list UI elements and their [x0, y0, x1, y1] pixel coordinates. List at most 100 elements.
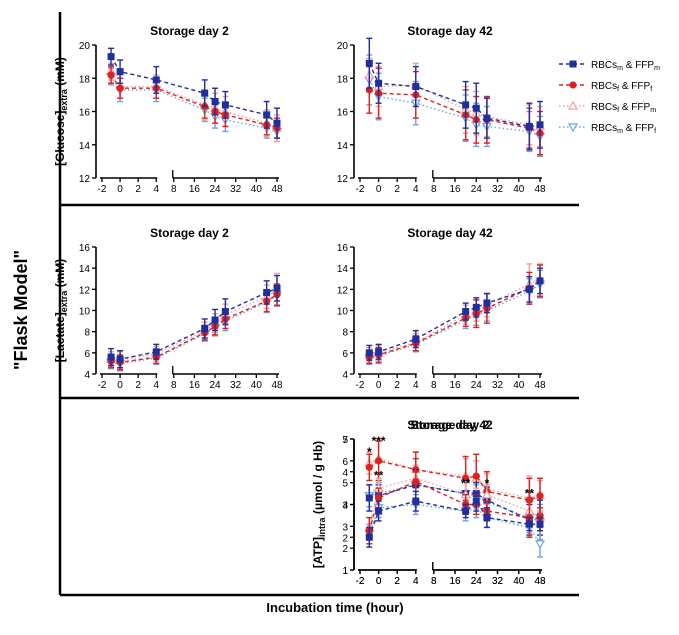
x-tick-label: -2 — [356, 380, 365, 391]
x-axis-label: Incubation time (hour) — [266, 600, 403, 615]
x-tick-label: 32 — [492, 576, 504, 587]
x-tick-label: 8 — [171, 380, 177, 391]
series-line — [368, 500, 540, 538]
series-line — [110, 74, 278, 129]
x-tick-label: -2 — [356, 576, 365, 587]
series-line — [368, 503, 541, 545]
data-point — [472, 472, 480, 480]
legend-entry-3: RBCsm & FFPf — [559, 123, 656, 135]
x-tick-label: 48 — [534, 576, 546, 587]
series-line — [369, 283, 541, 359]
significance-mark: * — [367, 445, 372, 459]
x-tick-label: 24 — [209, 184, 221, 195]
data-point — [375, 79, 383, 87]
x-tick-label: -2 — [98, 184, 107, 195]
y-tick-label: 12 — [79, 174, 91, 185]
y-tick-label: 12 — [337, 285, 349, 296]
data-point — [116, 355, 124, 363]
x-tick-label: 16 — [449, 576, 461, 587]
x-tick-label: 4 — [153, 184, 159, 195]
y-tick-label: 12 — [79, 285, 91, 296]
x-tick-label: 4 — [413, 576, 419, 587]
data-point — [472, 104, 480, 112]
x-tick-label: 32 — [492, 576, 504, 587]
series-line — [369, 89, 541, 134]
y-tick-label: 20 — [79, 41, 91, 52]
panel-title: Storage day 2 — [150, 24, 229, 38]
x-tick-label: 8 — [431, 380, 437, 391]
data-point — [536, 520, 544, 528]
y-tick-label: 4 — [84, 370, 90, 381]
series-line — [368, 79, 541, 138]
data-point — [107, 53, 115, 61]
x-tick-label: 0 — [376, 576, 382, 587]
y-tick-label: 6 — [342, 349, 348, 360]
x-tick-label: 0 — [376, 184, 382, 195]
x-tick-label: 2 — [135, 184, 141, 195]
x-tick-label: 48 — [271, 380, 283, 391]
y-axis-label: [ATP]intra (μmol / g Hb) — [311, 441, 327, 568]
significance-mark: ** — [374, 468, 384, 482]
x-tick-label: -2 — [356, 576, 365, 587]
series-line — [110, 56, 278, 124]
series-0 — [107, 274, 281, 369]
data-point — [472, 497, 480, 505]
data-point — [481, 489, 492, 499]
y-tick-label: 5 — [342, 479, 348, 490]
series-line — [368, 460, 541, 501]
series-line — [368, 62, 541, 128]
series-line — [369, 484, 541, 521]
x-tick-label: 2 — [394, 184, 400, 195]
y-tick-label: 6 — [342, 457, 348, 468]
x-tick-label: 40 — [513, 380, 525, 391]
data-point — [525, 520, 533, 528]
x-tick-label: 2 — [394, 576, 400, 587]
data-point — [365, 349, 373, 357]
data-point — [375, 507, 383, 515]
y-tick-label: 16 — [79, 108, 91, 119]
x-tick-label: 4 — [413, 380, 419, 391]
data-point — [412, 477, 420, 486]
x-tick-label: 16 — [449, 576, 461, 587]
y-tick-label: 7 — [342, 435, 348, 446]
y-tick-label: 6 — [84, 349, 90, 360]
y-tick-label: 8 — [84, 328, 90, 339]
data-point — [472, 303, 480, 311]
y-tick-label: 3 — [342, 522, 348, 533]
y-tick-label: 3 — [342, 501, 348, 512]
y-tick-label: 10 — [79, 307, 91, 318]
y-tick-label: 2 — [342, 544, 348, 555]
y-tick-label: 8 — [342, 328, 348, 339]
y-tick-label: 1 — [342, 566, 348, 577]
y-axis-label: [Lactate]extra (mM) — [53, 259, 69, 363]
x-tick-label: 24 — [471, 184, 483, 195]
data-point — [462, 308, 470, 316]
data-point — [375, 494, 383, 502]
x-tick-label: 2 — [394, 576, 400, 587]
data-point — [483, 114, 491, 122]
panel-title: Storage day 2 — [411, 418, 490, 432]
y-tick-label: 12 — [337, 174, 349, 185]
series-2 — [364, 438, 546, 521]
legend-label: RBCsm & FFPm — [591, 60, 660, 72]
data-point — [536, 492, 544, 500]
y-tick-label: 14 — [79, 264, 91, 275]
data-point — [211, 98, 219, 106]
series-line — [110, 294, 278, 364]
data-point — [152, 348, 160, 356]
data-point — [273, 119, 281, 127]
series-3 — [364, 471, 546, 541]
series-1 — [365, 264, 544, 365]
series-line — [110, 71, 278, 129]
x-tick-label: 32 — [492, 184, 504, 195]
panel-title: Storage day 2 — [150, 226, 229, 240]
x-tick-label: 2 — [394, 380, 400, 391]
x-tick-label: 40 — [513, 576, 525, 587]
series-line — [368, 477, 541, 528]
y-tick-label: 4 — [342, 501, 348, 512]
y-tick-label: 14 — [337, 141, 349, 152]
